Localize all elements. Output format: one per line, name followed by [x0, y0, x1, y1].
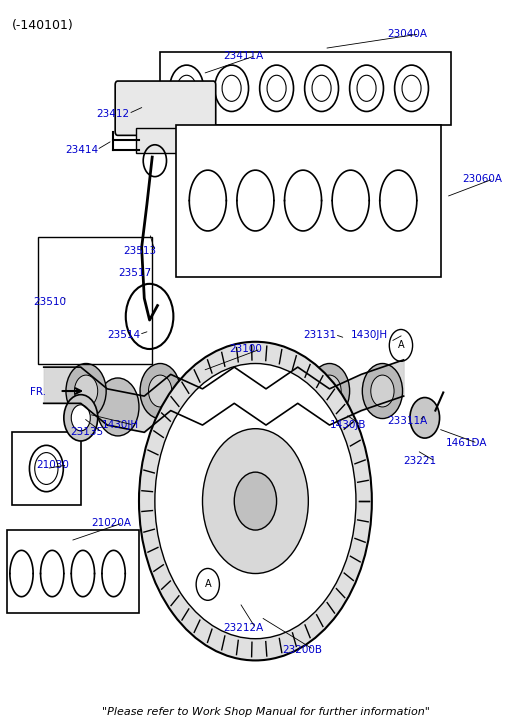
- Text: 23040A: 23040A: [388, 29, 428, 39]
- Text: 23510: 23510: [33, 297, 66, 307]
- Circle shape: [140, 364, 180, 419]
- Circle shape: [234, 472, 277, 530]
- FancyBboxPatch shape: [115, 81, 215, 135]
- Bar: [7, 530, 139, 614]
- Text: 23414: 23414: [65, 145, 98, 155]
- Circle shape: [181, 378, 223, 436]
- Bar: [38, 237, 152, 364]
- Text: 1430JH: 1430JH: [102, 420, 139, 430]
- Bar: [12, 433, 81, 505]
- Circle shape: [66, 364, 106, 419]
- Text: 23212A: 23212A: [223, 623, 264, 632]
- Circle shape: [203, 429, 309, 574]
- Text: 23514: 23514: [107, 329, 140, 340]
- Text: 23200B: 23200B: [282, 645, 322, 654]
- Text: 23131: 23131: [303, 329, 336, 340]
- Text: 21030: 21030: [36, 460, 69, 470]
- Bar: [136, 128, 192, 153]
- Text: "Please refer to Work Shop Manual for further information": "Please refer to Work Shop Manual for fu…: [102, 707, 430, 717]
- Circle shape: [362, 364, 403, 419]
- Circle shape: [266, 378, 309, 436]
- Circle shape: [371, 375, 394, 407]
- Text: 23513: 23513: [123, 246, 156, 256]
- Circle shape: [410, 398, 439, 438]
- Text: 1461DA: 1461DA: [446, 438, 487, 448]
- Text: 23412: 23412: [97, 108, 130, 119]
- Circle shape: [310, 364, 350, 419]
- Circle shape: [225, 364, 265, 419]
- Bar: [176, 124, 440, 276]
- Circle shape: [233, 375, 256, 407]
- Text: 23060A: 23060A: [462, 174, 502, 184]
- Text: (-140101): (-140101): [12, 20, 74, 33]
- Circle shape: [71, 405, 90, 431]
- Text: 23100: 23100: [229, 344, 262, 354]
- Text: A: A: [397, 340, 404, 350]
- Text: 23517: 23517: [118, 268, 151, 278]
- Text: 23411A: 23411A: [223, 51, 264, 61]
- Text: 1430JH: 1430JH: [351, 329, 388, 340]
- Circle shape: [97, 378, 139, 436]
- Text: 23135: 23135: [70, 427, 103, 438]
- Circle shape: [139, 342, 372, 660]
- Text: 23221: 23221: [404, 457, 437, 466]
- Text: 1430JB: 1430JB: [329, 420, 366, 430]
- Bar: [160, 52, 451, 124]
- Circle shape: [148, 375, 172, 407]
- Text: 21020A: 21020A: [92, 518, 131, 528]
- Text: A: A: [204, 579, 211, 590]
- Text: FR.: FR.: [30, 387, 46, 398]
- Circle shape: [64, 395, 98, 441]
- Circle shape: [74, 375, 98, 407]
- Circle shape: [318, 375, 341, 407]
- Circle shape: [155, 364, 356, 639]
- Text: 23311A: 23311A: [388, 417, 428, 427]
